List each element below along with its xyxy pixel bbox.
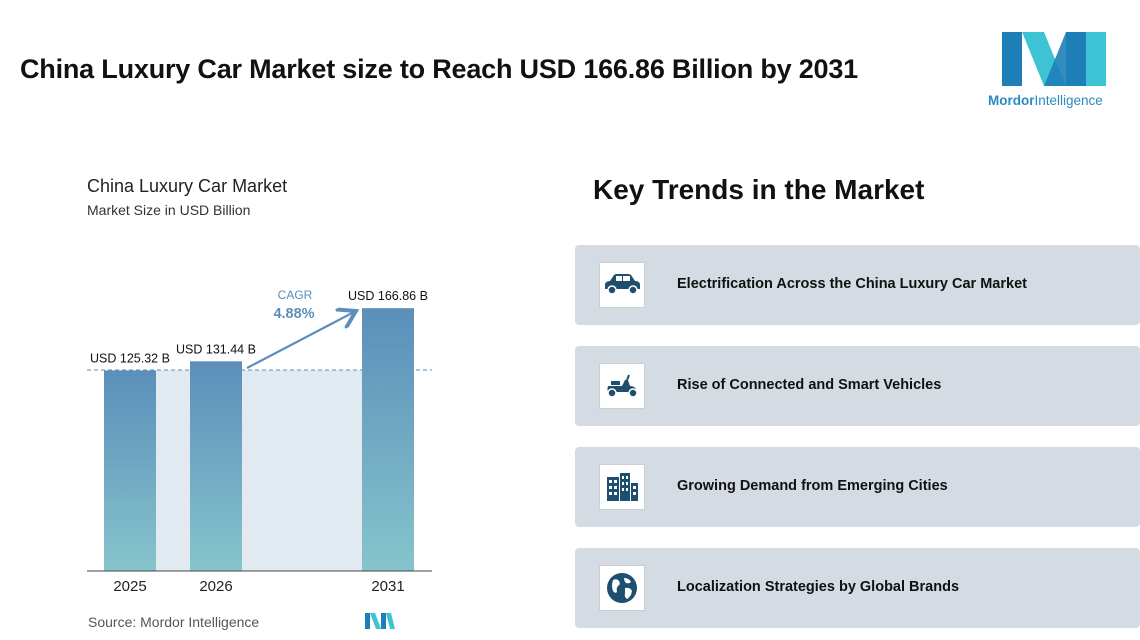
trend-label: Localization Strategies by Global Brands [677,579,960,595]
data-label-2031: USD 166.86 B [348,289,428,303]
mordor-logo [1002,32,1106,86]
chart-subtitle: Market Size in USD Billion [87,202,251,218]
bar-2026 [190,361,242,571]
bar-chart: USD 125.32 B 2025 USD 131.44 B 2026 USD 166.… [87,288,432,595]
logo-wordmark: MordorIntelligence [988,93,1103,108]
trends-title: Key Trends in the Market [593,174,925,205]
cagr-arrow [246,312,354,369]
page-title: China Luxury Car Market size to Reach US… [20,54,859,84]
trend-card-electrification: Electrification Across the China Luxury … [575,245,1140,325]
x-tick-2026: 2026 [199,578,232,595]
trend-card-connected: Rise of Connected and Smart Vehicles [575,346,1140,426]
x-tick-2025: 2025 [113,578,146,595]
trend-card-emerging-cities: Growing Demand from Emerging Cities [575,447,1140,527]
bar-2025 [104,370,156,571]
cagr-value: 4.88% [273,306,314,322]
globe-icon [607,573,637,603]
trend-label: Growing Demand from Emerging Cities [677,478,948,494]
car-icon [605,274,640,295]
trend-icon-box [599,262,645,308]
trend-icon-box [599,363,645,409]
trend-icon-box [599,464,645,510]
source-note: Source: Mordor Intelligence [88,614,260,630]
trend-label: Rise of Connected and Smart Vehicles [677,377,942,393]
data-label-2025: USD 125.32 B [90,352,170,366]
trend-label: Electrification Across the China Luxury … [677,276,1027,292]
cagr-label: CAGR [278,288,313,302]
bar-2031 [362,308,414,571]
trend-card-localization: Localization Strategies by Global Brands [575,548,1140,628]
trend-icon-box [599,565,645,611]
chart-title: China Luxury Car Market [87,176,288,196]
x-tick-2031: 2031 [371,578,404,595]
data-label-2026: USD 131.44 B [176,342,256,356]
source-logo-icon [365,613,395,629]
scooter-icon [607,374,638,398]
buildings-icon [607,473,638,501]
